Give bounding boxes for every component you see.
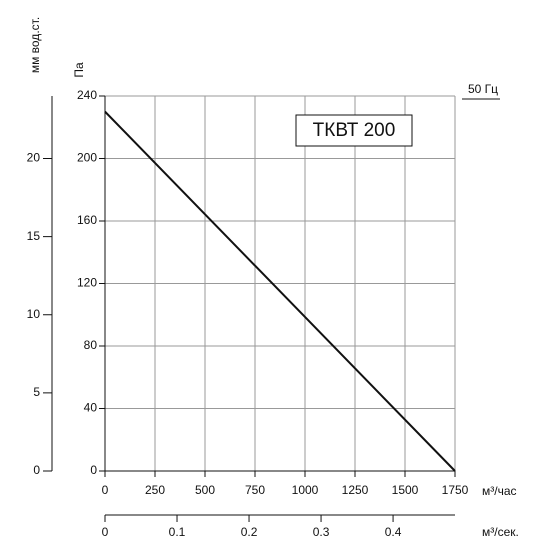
y-tick-label: 120 [77,276,97,290]
x2-tick-label: 0.3 [313,525,330,539]
y-tick-label: 0 [90,463,97,477]
y2-tick-label: 0 [33,463,40,477]
x-tick-label: 250 [145,483,165,497]
frequency-label: 50 Гц [468,82,498,96]
y2-axis-label: мм вод.ст. [28,17,42,73]
y-tick-label: 200 [77,151,97,165]
x-axis-label: м³/час [482,484,517,498]
y2-tick-label: 10 [27,307,41,321]
legend-box [295,114,413,147]
x2-tick-label: 0.1 [169,525,186,539]
y2-tick-label: 5 [33,385,40,399]
y-tick-label: 80 [84,338,98,352]
x-tick-label: 1500 [392,483,419,497]
x-tick-label: 500 [195,483,215,497]
y-axis-label: Па [72,62,86,78]
x-tick-label: 1250 [342,483,369,497]
x2-axis-label: м³/сек. [482,525,519,539]
x2-tick-label: 0 [102,525,109,539]
x-tick-label: 1750 [442,483,469,497]
y2-tick-label: 20 [27,151,41,165]
y-tick-label: 40 [84,401,98,415]
x2-tick-label: 0.2 [241,525,258,539]
x-tick-label: 1000 [292,483,319,497]
y-tick-label: 160 [77,213,97,227]
fan-curve [104,110,456,472]
x2-tick-label: 0.4 [385,525,402,539]
y2-tick-label: 15 [27,229,41,243]
y-tick-label: 240 [77,88,97,102]
x-tick-label: 0 [102,483,109,497]
x-tick-label: 750 [245,483,265,497]
legend-label: ТКВТ 200 [313,120,396,141]
